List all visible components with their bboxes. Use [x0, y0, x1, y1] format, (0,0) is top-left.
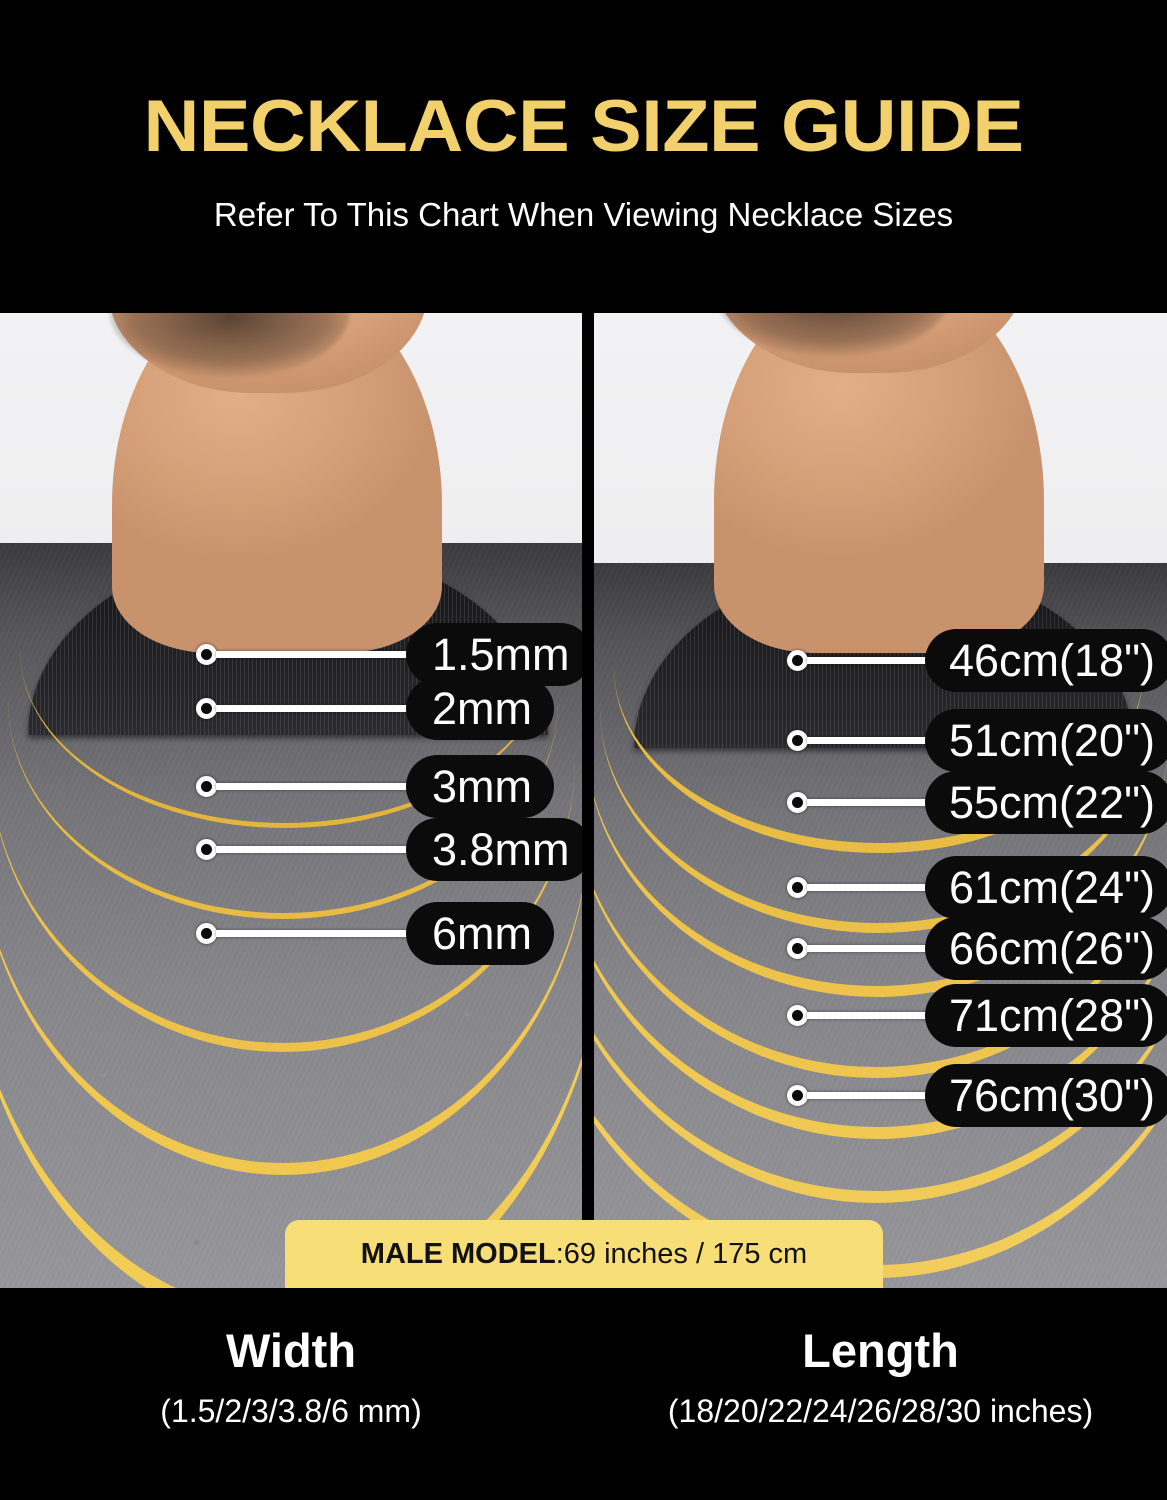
- callout-width-3: 3.8mm: [196, 818, 582, 881]
- footer: Width (1.5/2/3/3.8/6 mm) Length (18/20/2…: [0, 1288, 1167, 1500]
- male-model-label: MALE MODEL: [360, 1237, 556, 1270]
- leader-line: [807, 945, 931, 952]
- callout-width-4: 6mm: [196, 902, 554, 965]
- header-banner: NECKLACE SIZE GUIDE Refer To This Chart …: [0, 0, 1167, 313]
- male-model-separator: :: [555, 1237, 564, 1270]
- anchor-dot-icon: [196, 923, 217, 944]
- length-pill: 51cm(20"): [925, 709, 1167, 772]
- width-pill: 6mm: [406, 902, 554, 965]
- photo-panels: 1.5mm 2mm 3mm 3.8mm 6mm: [0, 313, 1167, 1288]
- callout-width-2: 3mm: [196, 755, 554, 818]
- leader-line: [216, 783, 412, 790]
- width-pill: 1.5mm: [406, 623, 582, 686]
- anchor-dot-icon: [787, 650, 808, 671]
- anchor-dot-icon: [196, 839, 217, 860]
- length-pill: 61cm(24"): [925, 856, 1167, 919]
- width-photo-panel: 1.5mm 2mm 3mm 3.8mm 6mm: [0, 313, 582, 1288]
- callout-length-6: 76cm(30"): [787, 1064, 1167, 1127]
- callout-length-0: 46cm(18"): [787, 629, 1167, 692]
- footer-length-subtitle: (18/20/22/24/26/28/30 inches): [667, 1393, 1094, 1429]
- leader-line: [216, 705, 412, 712]
- callout-length-1: 51cm(20"): [787, 709, 1167, 772]
- footer-width-subtitle: (1.5/2/3/3.8/6 mm): [160, 1393, 422, 1429]
- width-pill: 2mm: [406, 677, 554, 740]
- male-model-banner: MALE MODEL: 69 inches / 175 cm: [285, 1220, 883, 1288]
- footer-length-column: Length (18/20/22/24/26/28/30 inches): [594, 1288, 1167, 1500]
- footer-width-column: Width (1.5/2/3/3.8/6 mm): [0, 1288, 582, 1500]
- leader-line: [216, 930, 412, 937]
- callout-width-0: 1.5mm: [196, 623, 582, 686]
- anchor-dot-icon: [787, 877, 808, 898]
- leader-line: [807, 799, 931, 806]
- leader-line: [807, 884, 931, 891]
- leader-line: [216, 846, 412, 853]
- anchor-dot-icon: [787, 792, 808, 813]
- length-pill: 46cm(18"): [925, 629, 1167, 692]
- leader-line: [807, 737, 931, 744]
- footer-length-title: Length: [802, 1324, 959, 1377]
- length-pill: 71cm(28"): [925, 984, 1167, 1047]
- width-pill: 3mm: [406, 755, 554, 818]
- length-pill: 55cm(22"): [925, 771, 1167, 834]
- leader-line: [807, 1092, 931, 1099]
- callout-width-1: 2mm: [196, 677, 554, 740]
- panel-divider: [582, 313, 594, 1288]
- callout-length-3: 61cm(24"): [787, 856, 1167, 919]
- leader-line: [807, 1012, 931, 1019]
- anchor-dot-icon: [787, 1005, 808, 1026]
- page-title: NECKLACE SIZE GUIDE: [143, 86, 1024, 167]
- anchor-dot-icon: [196, 644, 217, 665]
- anchor-dot-icon: [787, 1085, 808, 1106]
- male-model-value: 69 inches / 175 cm: [563, 1237, 808, 1270]
- page-subtitle: Refer To This Chart When Viewing Necklac…: [213, 196, 954, 233]
- callout-length-5: 71cm(28"): [787, 984, 1167, 1047]
- width-pill: 3.8mm: [406, 818, 582, 881]
- length-photo-panel: 46cm(18") 51cm(20") 55cm(22") 61cm(24"): [594, 313, 1167, 1288]
- leader-line: [216, 651, 412, 658]
- length-pill: 76cm(30"): [925, 1064, 1167, 1127]
- anchor-dot-icon: [196, 776, 217, 797]
- anchor-dot-icon: [787, 730, 808, 751]
- callout-length-2: 55cm(22"): [787, 771, 1167, 834]
- anchor-dot-icon: [196, 698, 217, 719]
- callout-length-4: 66cm(26"): [787, 917, 1167, 980]
- leader-line: [807, 657, 931, 664]
- footer-width-title: Width: [225, 1324, 357, 1377]
- length-pill: 66cm(26"): [925, 917, 1167, 980]
- anchor-dot-icon: [787, 938, 808, 959]
